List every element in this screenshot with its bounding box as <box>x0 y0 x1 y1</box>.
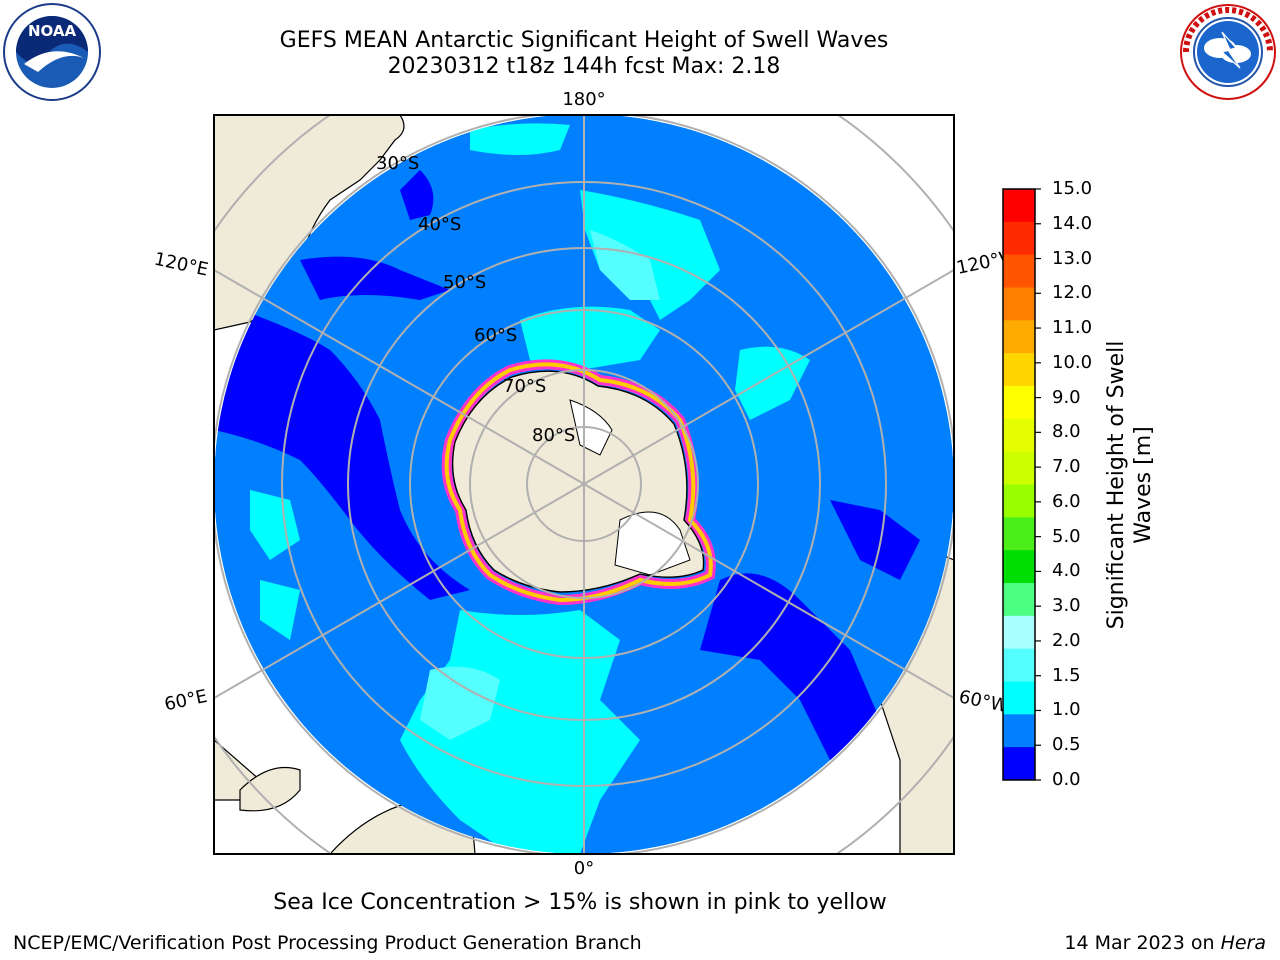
footer-date-text: 14 Mar 2023 on <box>1064 932 1221 954</box>
colorbar-tick-label: 8.0 <box>1052 421 1081 443</box>
colorbar-tick-label: 12.0 <box>1052 282 1093 304</box>
lat-label-60s: 60°S <box>474 325 517 346</box>
colorbar-tick-label: 1.0 <box>1052 699 1081 721</box>
colorbar-tick-label: 6.0 <box>1052 490 1081 512</box>
colorbar-swatch <box>1003 714 1035 748</box>
colorbar-tick-label: 9.0 <box>1052 386 1081 408</box>
sea-ice-caption: Sea Ice Concentration > 15% is shown in … <box>273 890 887 915</box>
chart-subtitle: 20230312 t18z 144h fcst Max: 2.18 <box>387 54 781 79</box>
lat-label-50s: 50°S <box>443 272 486 293</box>
swell-mid-highlight <box>420 230 660 740</box>
colorbar-tick-label: 3.0 <box>1052 595 1081 617</box>
colorbar-tick-label: 5.0 <box>1052 525 1081 547</box>
noaa-logo: NOAA <box>3 3 101 101</box>
colorbar-swatch <box>1003 418 1035 453</box>
lat-label-80s: 80°S <box>532 425 575 446</box>
swell-low-regions <box>214 170 920 770</box>
chart-title: GEFS MEAN Antarctic Significant Height o… <box>279 28 889 53</box>
colorbar-swatch <box>1003 451 1035 485</box>
colorbar-swatch <box>1003 648 1035 682</box>
footer-date: 14 Mar 2023 on Hera <box>1064 932 1266 954</box>
colorbar-tick-label: 1.5 <box>1052 664 1081 686</box>
lon-label-120e: 120°E <box>152 249 210 281</box>
colorbar-label: Significant Height of Swell Waves [m] <box>1103 285 1157 685</box>
colorbar-swatch <box>1003 221 1035 256</box>
colorbar-swatch <box>1003 189 1035 223</box>
colorbar-swatch <box>1003 386 1035 420</box>
graticule <box>214 115 954 854</box>
colorbar-swatch <box>1003 615 1035 650</box>
map-frame <box>213 114 955 855</box>
colorbar-swatch <box>1003 254 1035 288</box>
colorbar-swatch <box>1003 484 1035 518</box>
lon-label-60w: 60°W <box>957 686 1010 717</box>
lat-label-40s: 40°S <box>418 214 461 235</box>
colorbar-swatch <box>1003 583 1035 617</box>
lon-label-60e: 60°E <box>163 686 210 716</box>
lat-label-30s: 30°S <box>376 153 419 174</box>
colorbar-label-line2: Waves [m] <box>1131 426 1156 544</box>
nws-logo <box>1180 4 1276 100</box>
colorbar-swatch <box>1003 517 1035 551</box>
colorbar-tick-label: 4.0 <box>1052 560 1081 582</box>
colorbar-tick-label: 0.0 <box>1052 769 1081 790</box>
noaa-logo-text: NOAA <box>28 22 77 40</box>
lon-label-0: 0° <box>574 858 594 879</box>
colorbar-swatch <box>1003 681 1035 715</box>
colorbar-tick-label: 15.0 <box>1052 178 1093 199</box>
colorbar-tick-label: 11.0 <box>1052 317 1093 339</box>
lon-label-180: 180° <box>562 89 605 110</box>
colorbar-label-line1: Significant Height of Swell <box>1104 340 1129 630</box>
colorbar-tick-label: 0.5 <box>1052 734 1081 756</box>
footer-branch: NCEP/EMC/Verification Post Processing Pr… <box>13 932 642 954</box>
lat-label-70s: 70°S <box>503 376 546 397</box>
colorbar-tick-label: 7.0 <box>1052 456 1081 478</box>
colorbar-swatch <box>1003 747 1035 781</box>
colorbar-frame <box>1002 188 1036 781</box>
colorbar-tick-label: 10.0 <box>1052 351 1093 373</box>
colorbar-swatch <box>1003 287 1035 321</box>
colorbar-tick-label: 2.0 <box>1052 629 1081 651</box>
colorbar <box>1002 188 1041 781</box>
colorbar-swatch <box>1003 353 1035 387</box>
colorbar-tick-label: 13.0 <box>1052 247 1093 269</box>
colorbar-tick-label: 14.0 <box>1052 212 1093 234</box>
colorbar-swatch <box>1003 550 1035 584</box>
colorbar-swatch <box>1003 320 1035 354</box>
footer-machine: Hera <box>1220 932 1266 954</box>
